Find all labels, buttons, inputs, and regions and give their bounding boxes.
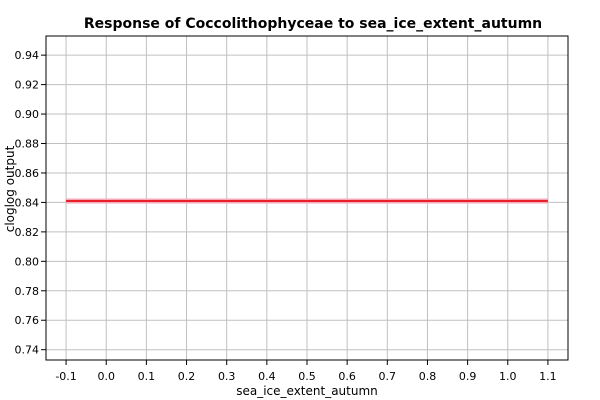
- y-tick-label: 0.90: [15, 108, 40, 121]
- y-tick-label: 0.76: [15, 314, 40, 327]
- y-tick-label: 0.74: [15, 344, 40, 357]
- x-ticks: -0.1 0.0 0.1 0.2 0.3 0.4 0.5 0.6 0.7 0.8 0.9 1.0 1.1: [55, 360, 557, 383]
- x-tick-label: 0.2: [178, 370, 196, 383]
- y-ticks: 0.74 0.76 0.78 0.80 0.82 0.84 0.86 0.88 0.90 0.92…: [15, 49, 46, 357]
- x-tick-label: 0.6: [338, 370, 356, 383]
- x-tick-label: 0.7: [379, 370, 397, 383]
- y-tick-label: 0.92: [15, 79, 40, 92]
- y-tick-label: 0.86: [15, 167, 40, 180]
- x-tick-label: 0.4: [258, 370, 276, 383]
- y-tick-label: 0.88: [15, 138, 40, 151]
- y-tick-label: 0.84: [15, 196, 40, 209]
- x-tick-label: 0.1: [138, 370, 156, 383]
- y-axis-label: cloglog output: [3, 145, 17, 232]
- grid-lines: [46, 36, 568, 360]
- x-tick-label: 0.3: [218, 370, 236, 383]
- x-tick-label: 0.0: [97, 370, 115, 383]
- x-tick-label: 0.9: [459, 370, 477, 383]
- x-axis-label: sea_ice_extent_autumn: [236, 384, 378, 398]
- y-tick-label: 0.78: [15, 285, 40, 298]
- y-tick-label: 0.82: [15, 226, 40, 239]
- x-tick-label: 1.1: [539, 370, 557, 383]
- x-tick-label: 1.0: [499, 370, 517, 383]
- chart-title: Response of Coccolithophyceae to sea_ice…: [84, 16, 542, 32]
- x-tick-label: -0.1: [55, 370, 76, 383]
- y-tick-label: 0.94: [15, 49, 40, 62]
- x-tick-label: 0.5: [298, 370, 316, 383]
- x-tick-label: 0.8: [419, 370, 437, 383]
- y-tick-label: 0.80: [15, 255, 40, 268]
